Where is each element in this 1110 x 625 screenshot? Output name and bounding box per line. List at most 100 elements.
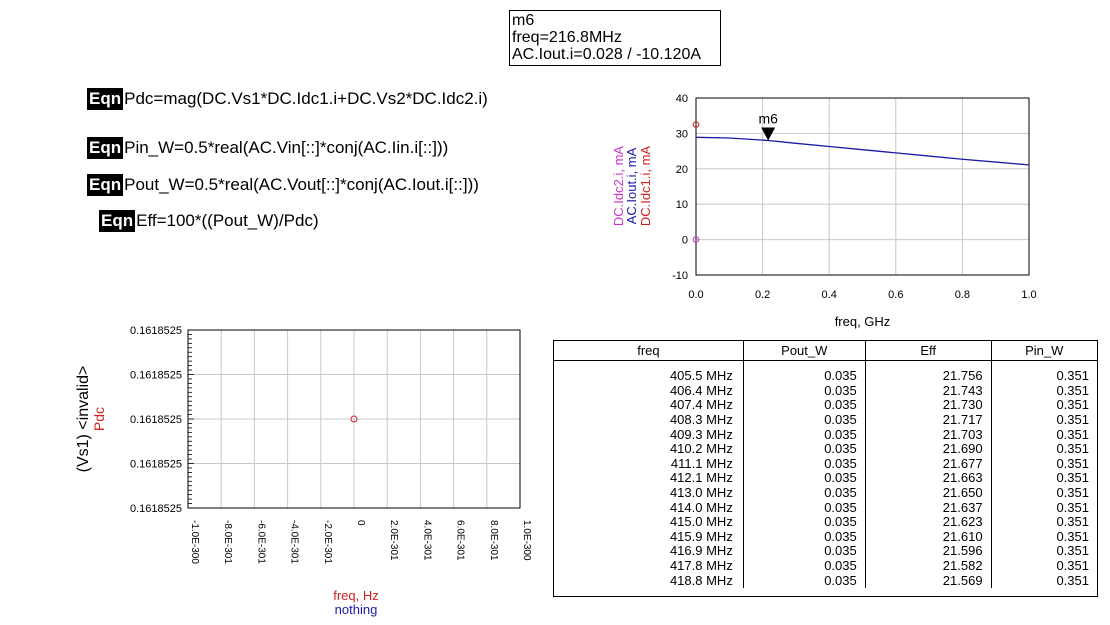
y-tick-label: 0.1618525 — [130, 459, 182, 471]
table-row: 415.0 MHz 0.035 21.623 0.351 — [554, 515, 1097, 530]
table-cell-eff: 21.610 — [864, 530, 992, 545]
table-cell-freq: 414.0 MHz — [669, 499, 733, 515]
y-axis-label-secondary: (Vs1) <invalid> — [75, 366, 92, 473]
x-tick-label: 0.2 — [755, 289, 770, 301]
y-tick-label: 0.1618525 — [130, 503, 182, 515]
equation-eff[interactable]: Eqn Eff=100*((Pout_W)/Pdc) — [99, 210, 319, 232]
table-cell-pout-w: 0.035 — [742, 573, 866, 588]
table-cell-pin-w: 0.351 — [990, 530, 1097, 545]
table-row: 415.9 MHz 0.035 21.610 0.351 — [554, 530, 1097, 545]
table-cell-eff: 21.650 — [864, 486, 992, 501]
table-row: 409.3 MHz 0.035 21.703 0.351 — [554, 427, 1097, 442]
marker-readout[interactable]: m6 freq=216.8MHz AC.Iout.i=0.028 / -10.1… — [509, 10, 721, 66]
column-header-pout-w: Pout_W — [742, 341, 866, 361]
table-row: 416.9 MHz 0.035 21.596 0.351 — [554, 544, 1097, 559]
table-cell-freq: 413.0 MHz — [669, 485, 733, 501]
table-body: 405.5 MHz 0.035 21.756 0.351 406.4 MHz 0.035 2… — [554, 360, 1097, 588]
y-tick-label: 30 — [676, 128, 688, 140]
table-cell-freq: 405.5 MHz — [669, 368, 733, 384]
table-cell-pout-w: 0.035 — [742, 442, 866, 457]
equation-text: Pdc=mag(DC.Vs1*DC.Idc1.i+DC.Vs2*DC.Idc2.… — [124, 89, 488, 108]
x-tick-label: 0.6 — [888, 289, 903, 301]
table-row: 418.8 MHz 0.035 21.569 0.351 — [554, 573, 1097, 588]
table-row: 406.4 MHz 0.035 21.743 0.351 — [554, 384, 1097, 399]
x-tick-label: -1.0E-300 — [189, 520, 200, 564]
data-point-dc-idc1 — [692, 121, 700, 128]
eqn-tag: Eqn — [87, 137, 124, 159]
data-table[interactable]: freq Pout_W Eff Pin_W 405.5 MHz 0.035 21.756 0… — [553, 340, 1098, 597]
y-axis-label: Pdc — [91, 407, 107, 431]
table-cell-pout-w: 0.035 — [742, 384, 866, 399]
table-cell-eff: 21.730 — [864, 398, 992, 413]
y-axis-label: AC.Iout.i, mA — [624, 147, 639, 224]
x-tick-label: -6.0E-301 — [255, 520, 266, 564]
table-row: 408.3 MHz 0.035 21.717 0.351 — [554, 413, 1097, 428]
y-tick-label: 0.1618525 — [130, 370, 182, 382]
table-cell-eff: 21.569 — [864, 573, 992, 588]
table-row: 405.5 MHz 0.035 21.756 0.351 — [554, 360, 1097, 384]
x-tick-label: 0 — [355, 520, 366, 526]
table-cell-eff: 21.663 — [864, 471, 992, 486]
x-axis-label: freq, Hz — [333, 588, 379, 603]
table-cell-freq: 410.2 MHz — [669, 441, 733, 457]
table-cell-pin-w: 0.351 — [990, 471, 1097, 486]
eqn-tag: Eqn — [99, 210, 136, 232]
x-tick-label: 4.0E-301 — [421, 520, 432, 561]
table-cell-pin-w: 0.351 — [990, 544, 1097, 559]
table-cell-pin-w: 0.351 — [990, 427, 1097, 442]
eqn-tag: Eqn — [87, 174, 124, 196]
table-row: 414.0 MHz 0.035 21.637 0.351 — [554, 500, 1097, 515]
table-cell-pout-w: 0.035 — [742, 471, 866, 486]
table-row: 413.0 MHz 0.035 21.650 0.351 — [554, 486, 1097, 501]
y-tick-label: 0.1618525 — [130, 414, 182, 426]
table-cell-pout-w: 0.035 — [742, 500, 866, 515]
table-cell-pout-w: 0.035 — [742, 427, 866, 442]
table-cell-freq: 412.1 MHz — [669, 470, 733, 486]
table-cell-pin-w: 0.351 — [990, 398, 1097, 413]
eqn-tag: Eqn — [87, 88, 124, 110]
table-cell-pin-w: 0.351 — [990, 500, 1097, 515]
equation-pout[interactable]: Eqn Pout_W=0.5*real(AC.Vout[::]*conj(AC.… — [87, 174, 479, 196]
x-tick-label: -4.0E-301 — [289, 520, 300, 564]
y-tick-label: -10 — [672, 270, 688, 282]
table-cell-freq: 408.3 MHz — [669, 412, 733, 428]
equation-pdc[interactable]: Eqn Pdc=mag(DC.Vs1*DC.Idc1.i+DC.Vs2*DC.I… — [87, 88, 488, 110]
table-cell-pin-w: 0.351 — [990, 384, 1097, 399]
table-cell-eff: 21.596 — [864, 544, 992, 559]
x-tick-label: 2.0E-301 — [388, 520, 399, 561]
x-tick-label: -8.0E-301 — [222, 520, 233, 564]
table-row: 407.4 MHz 0.035 21.730 0.351 — [554, 398, 1097, 413]
table-cell-pout-w: 0.035 — [742, 530, 866, 545]
equation-text: Eff=100*((Pout_W)/Pdc) — [136, 211, 319, 230]
marker-triangle-icon — [761, 127, 776, 141]
data-point-pdc — [350, 415, 358, 423]
table-cell-pin-w: 0.351 — [990, 559, 1097, 574]
x-tick-label: 6.0E-301 — [455, 520, 466, 561]
table-cell-eff: 21.703 — [864, 427, 992, 442]
x-tick-label: 0.0 — [688, 289, 703, 301]
x-tick-label: 0.8 — [955, 289, 970, 301]
table-row: 410.2 MHz 0.035 21.690 0.351 — [554, 442, 1097, 457]
plot-frame — [695, 97, 1030, 276]
column-header-freq: freq — [554, 341, 744, 361]
table-cell-pout-w: 0.035 — [742, 486, 866, 501]
equation-pin[interactable]: Eqn Pin_W=0.5*real(AC.Vin[::]*conj(AC.Ii… — [87, 137, 448, 159]
table-cell-eff: 21.582 — [864, 559, 992, 574]
table-cell-freq: 406.4 MHz — [669, 382, 733, 398]
table-cell-pout-w: 0.035 — [742, 515, 866, 530]
x-axis-label: freq, GHz — [835, 314, 891, 329]
table-cell-eff: 21.623 — [864, 515, 992, 530]
y-tick-label: 0.1618525 — [130, 325, 182, 337]
table-cell-freq: 417.8 MHz — [669, 558, 733, 574]
column-header-eff: Eff — [864, 341, 992, 361]
y-axis-label: DC.Idc2.i, mA — [611, 146, 626, 227]
table-cell-pin-w: 0.351 — [990, 442, 1097, 457]
table-cell-eff: 21.743 — [864, 384, 992, 399]
table-cell-pin-w: 0.351 — [990, 413, 1097, 428]
table-cell-eff: 21.677 — [864, 457, 992, 472]
table-header-row: freq Pout_W Eff Pin_W — [554, 341, 1097, 361]
table-cell-freq: 411.1 MHz — [670, 455, 733, 471]
y-tick-label: 0 — [682, 235, 688, 247]
x-tick-label: -2.0E-301 — [322, 520, 333, 564]
